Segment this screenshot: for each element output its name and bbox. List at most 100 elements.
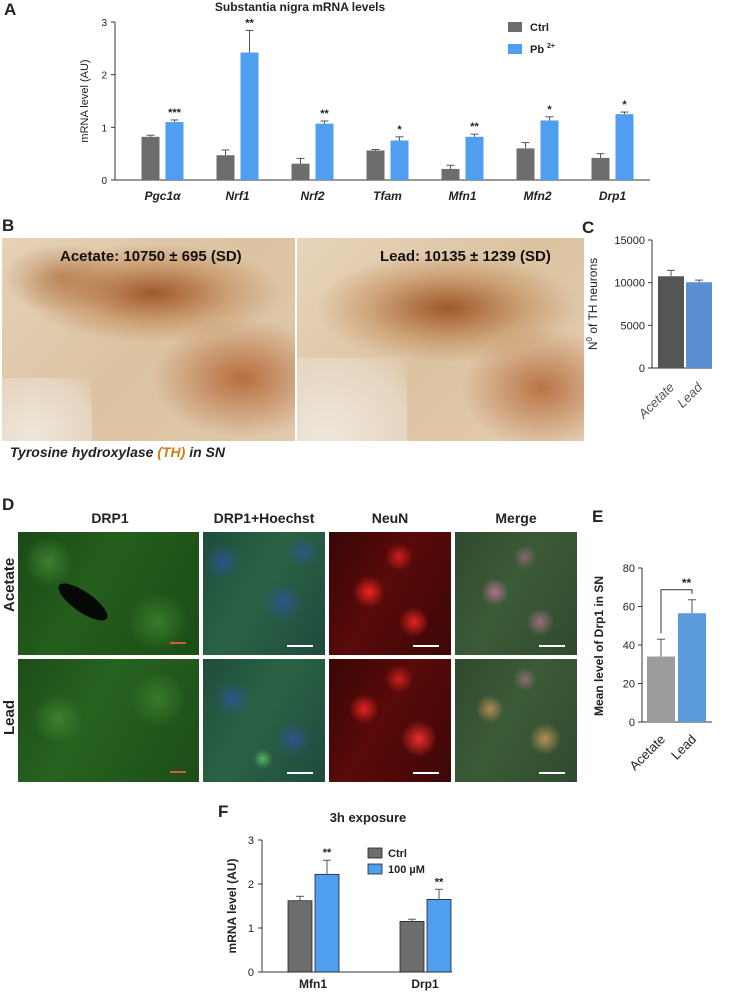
caption-pre: Tyrosine hydroxylase (10, 444, 158, 460)
bar-ctrl-3 (366, 150, 385, 180)
bar-treated-mfn1 (314, 873, 340, 973)
scale-bar (170, 771, 186, 773)
th-image-lead (297, 238, 584, 441)
x-tick-label: Acetate (635, 380, 677, 422)
bar-ctrl-1 (216, 155, 235, 180)
significance-marker: * (547, 104, 552, 116)
significance-marker: ** (320, 108, 329, 120)
x-tick-label: Mfn1 (449, 189, 477, 203)
bar-pb-2 (315, 123, 334, 180)
y-tick-label: 2 (248, 879, 254, 891)
x-tick-label: Nrf2 (300, 189, 324, 203)
bar-ctrl-4 (441, 168, 460, 180)
y-tick-label: 40 (623, 640, 635, 652)
bar-ctrl-0 (141, 136, 160, 180)
bar-pb-6 (615, 114, 634, 180)
caption-th: (TH) (157, 444, 186, 460)
y-tick-label: 1 (101, 123, 107, 134)
significance-marker: ** (435, 876, 444, 888)
panel-letter-b: B (2, 216, 15, 235)
y-axis-label: N0 of TH neurons (585, 258, 600, 350)
panel-letter-f: F (218, 802, 229, 821)
x-tick-label: Lead (668, 732, 699, 763)
x-tick-label: Acetate (626, 732, 668, 774)
panel-letter-a: A (4, 0, 17, 19)
panel-letter-c: C (582, 218, 595, 237)
micro-acetate-drp1-hoechst (203, 532, 325, 655)
col-head-drp1: DRP1 (91, 510, 129, 526)
y-tick-label: 80 (623, 563, 635, 575)
bar-lead (678, 613, 706, 722)
micro-acetate-drp1 (18, 532, 199, 655)
scale-bar (287, 645, 313, 647)
y-tick-label: 15000 (614, 235, 645, 247)
bar-pb-3 (390, 140, 409, 180)
micro-lead-drp1-hoechst (203, 659, 325, 782)
y-axis-label: mRNA level (AU) (225, 859, 239, 954)
y-tick-label: 0 (639, 363, 645, 375)
bar-lead (686, 282, 712, 368)
x-tick-label: Tfam (373, 189, 402, 203)
y-tick-label: 0 (101, 176, 107, 187)
micro-acetate-merge (455, 532, 577, 655)
scale-bar (170, 642, 186, 644)
micro-acetate-neun (329, 532, 451, 655)
x-tick-label: Drp1 (599, 189, 627, 203)
x-tick-label: Drp1 (411, 977, 439, 991)
bar-acetate (658, 276, 684, 368)
bar-pb-4 (465, 136, 484, 180)
chart-title: Substantia nigra mRNA levels (215, 0, 386, 14)
significance-marker: ** (323, 847, 332, 859)
scale-bar (413, 645, 439, 647)
legend-swatch-pb (508, 44, 522, 54)
bar-ctrl-mfn1 (287, 900, 313, 973)
micro-lead-merge (455, 659, 577, 782)
y-tick-label: 20 (623, 679, 635, 691)
bar-ctrl-5 (516, 148, 535, 180)
acetate-count-label: Acetate: 10750 ± 695 (SD) (60, 248, 242, 265)
legend-swatch-treated (367, 863, 383, 875)
legend-label-treated: 100 µM (388, 864, 425, 876)
panel-letter-d: D (2, 495, 15, 514)
x-tick-label: Pgc1α (144, 189, 181, 203)
th-image-acetate (2, 238, 295, 441)
scale-bar (413, 772, 439, 774)
y-tick-label: 3 (248, 835, 254, 847)
bar-ctrl-2 (291, 163, 310, 180)
significance-marker: ** (682, 576, 692, 590)
bar-acetate (647, 656, 675, 722)
significance-marker: *** (168, 107, 182, 119)
micro-lead-neun (329, 659, 451, 782)
caption-post: in SN (185, 444, 225, 460)
legend-swatch-ctrl (508, 22, 522, 32)
lead-count-label: Lead: 10135 ± 1239 (SD) (380, 248, 551, 265)
x-tick-label: Mfn1 (299, 977, 327, 991)
significance-marker: ** (470, 121, 479, 133)
th-caption: Tyrosine hydroxylase (TH) in SN (10, 444, 225, 460)
bar-ctrl-drp1 (399, 921, 425, 973)
y-tick-label: 0 (248, 967, 254, 979)
y-tick-label: 0 (629, 717, 635, 729)
legend-swatch-ctrl (367, 847, 383, 859)
panel-letter-e: E (592, 507, 604, 526)
y-axis-label: Mean level of Drp1 in SN (592, 576, 606, 716)
y-tick-label: 2 (101, 71, 107, 82)
micro-lead-drp1 (18, 659, 199, 782)
y-tick-label: 1 (248, 923, 254, 935)
x-tick-label: Nrf1 (225, 189, 249, 203)
significance-marker: ** (245, 17, 254, 29)
y-tick-label: 5000 (621, 320, 645, 332)
scale-bar (539, 772, 565, 774)
x-tick-label: Lead (674, 379, 706, 411)
y-tick-label: 10000 (614, 278, 645, 290)
col-head-merge: Merge (495, 510, 537, 526)
chart-title: 3h exposure (330, 810, 407, 825)
y-tick-label: 60 (623, 602, 635, 614)
legend-label-pb-sup: 2+ (547, 43, 555, 50)
y-axis-label: mRNA level (AU) (79, 59, 91, 142)
scale-bar (539, 645, 565, 647)
legend-label-pb: Pb (530, 44, 544, 56)
significance-marker: * (397, 124, 402, 136)
scale-bar (287, 772, 313, 774)
